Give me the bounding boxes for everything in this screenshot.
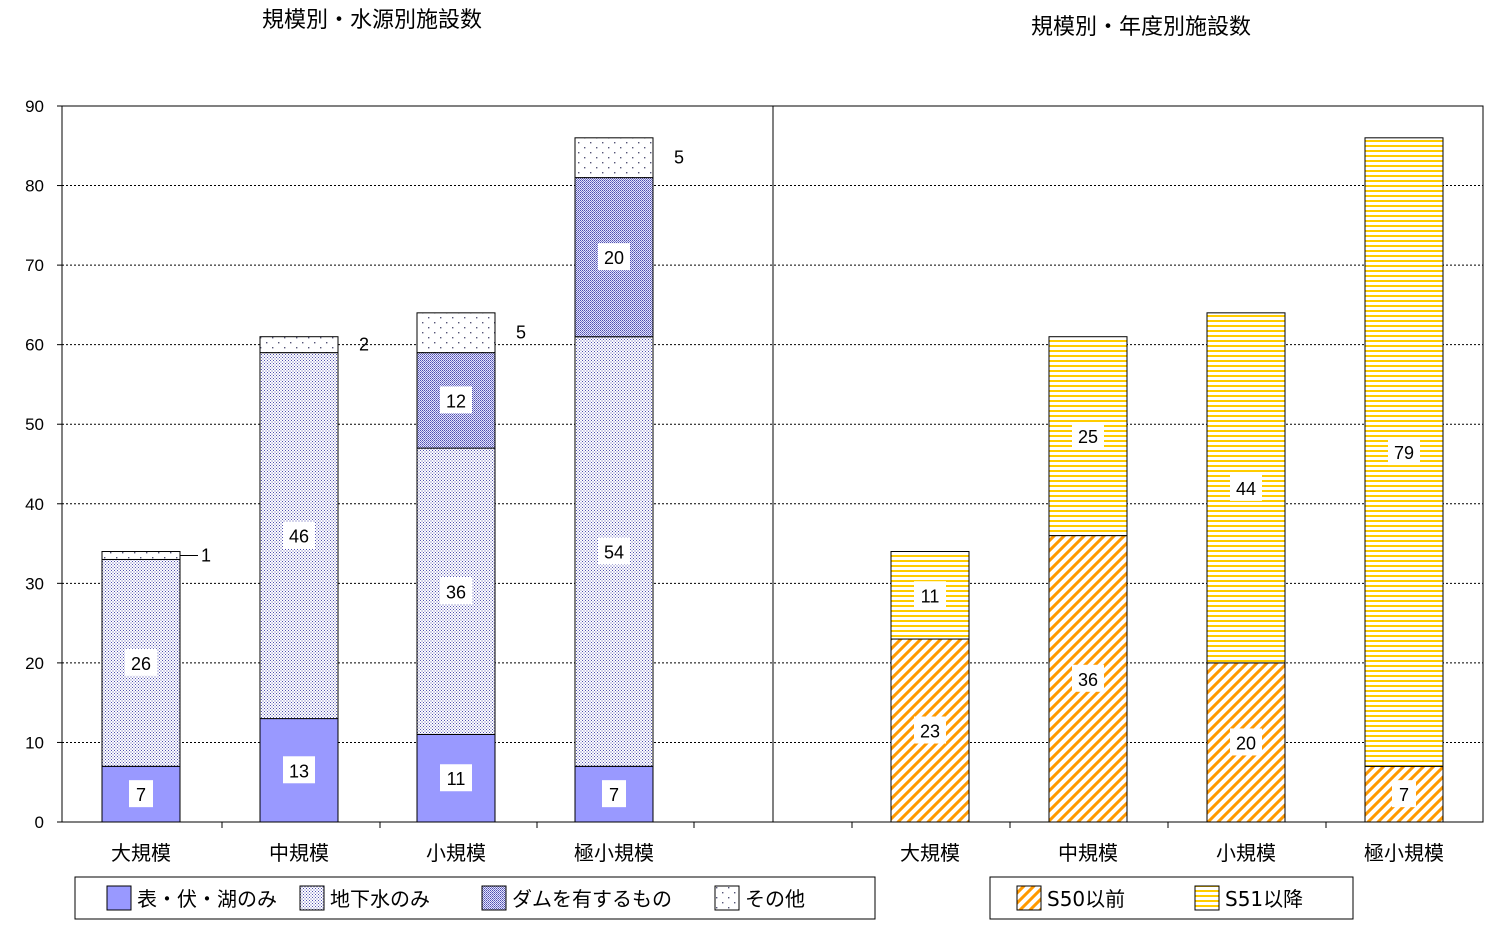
x-category-label: 大規模 bbox=[111, 841, 171, 865]
y-tick-label: 0 bbox=[35, 813, 44, 832]
x-category-label: 極小規模 bbox=[574, 841, 654, 865]
data-label: 5 bbox=[516, 323, 526, 343]
bar-segment bbox=[259, 336, 339, 354]
data-label-bg bbox=[1388, 438, 1420, 466]
data-label-bg bbox=[1392, 780, 1416, 808]
legend-left bbox=[74, 876, 876, 920]
data-label-bg bbox=[914, 716, 946, 744]
data-label: 46 bbox=[289, 527, 309, 547]
data-label: 11 bbox=[447, 769, 466, 789]
data-label: 13 bbox=[289, 761, 309, 781]
legend-swatch bbox=[1016, 885, 1042, 911]
legend-label: 表・伏・湖のみ bbox=[137, 887, 277, 911]
legend-swatch bbox=[106, 885, 132, 911]
x-category-label: 極小規模 bbox=[1364, 841, 1444, 865]
data-label: 54 bbox=[604, 543, 624, 563]
data-label: 25 bbox=[1078, 427, 1098, 447]
chart-title-right: 規模別・年度別施設数 bbox=[1031, 15, 1251, 40]
data-label: 7 bbox=[1399, 785, 1409, 805]
data-label: 44 bbox=[1236, 479, 1256, 499]
data-label-bg bbox=[598, 537, 630, 565]
y-tick-label: 40 bbox=[25, 495, 44, 514]
legend-swatch bbox=[714, 885, 740, 911]
bar-segment bbox=[416, 312, 496, 354]
y-tick-label: 60 bbox=[25, 336, 44, 355]
data-label: 2 bbox=[359, 335, 369, 355]
legend-swatch bbox=[299, 885, 325, 911]
data-label-bg bbox=[1072, 664, 1104, 692]
data-label: 7 bbox=[136, 785, 146, 805]
data-label-bg bbox=[129, 780, 153, 808]
legend-label: その他 bbox=[745, 887, 805, 911]
data-label-bg bbox=[598, 243, 630, 271]
data-label-bg bbox=[440, 764, 472, 792]
bar-segment bbox=[574, 137, 654, 179]
data-label-bg bbox=[283, 756, 315, 784]
y-tick-label: 80 bbox=[25, 177, 44, 196]
data-label-bg bbox=[914, 581, 946, 609]
legend-label: S50以前 bbox=[1047, 887, 1125, 911]
data-label-bg bbox=[440, 386, 472, 414]
data-label: 36 bbox=[446, 582, 466, 602]
y-tick-label: 30 bbox=[25, 574, 44, 593]
data-label-bg bbox=[283, 521, 315, 549]
chart-title-left: 規模別・水源別施設数 bbox=[262, 8, 482, 33]
data-label-bg bbox=[1230, 473, 1262, 501]
data-label: 26 bbox=[131, 654, 151, 674]
legend-right bbox=[989, 876, 1354, 920]
x-category-label: 中規模 bbox=[1058, 841, 1118, 865]
y-tick-label: 70 bbox=[25, 256, 44, 275]
data-label: 36 bbox=[1078, 670, 1098, 690]
x-category-label: 大規模 bbox=[900, 841, 960, 865]
data-label-bg bbox=[602, 780, 626, 808]
data-label: 7 bbox=[609, 785, 619, 805]
legend-label: ダムを有するもの bbox=[512, 887, 672, 911]
data-label: 11 bbox=[921, 586, 940, 606]
data-label: 5 bbox=[674, 148, 684, 168]
data-label-bg bbox=[1230, 728, 1262, 756]
data-label: 20 bbox=[1236, 733, 1256, 753]
x-category-label: 小規模 bbox=[1216, 841, 1276, 865]
data-label: 12 bbox=[446, 391, 466, 411]
data-label: 20 bbox=[604, 248, 624, 268]
data-label-bg bbox=[125, 648, 157, 676]
legend-label: 地下水のみ bbox=[330, 887, 430, 911]
legend-swatch bbox=[481, 885, 507, 911]
legend-label: S51以降 bbox=[1225, 887, 1303, 911]
y-tick-label: 20 bbox=[25, 654, 44, 673]
data-label-bg bbox=[1072, 422, 1104, 450]
x-category-label: 小規模 bbox=[426, 841, 486, 865]
data-label-bg bbox=[440, 577, 472, 605]
x-category-label: 中規模 bbox=[269, 841, 329, 865]
legend-swatch bbox=[1194, 885, 1220, 911]
y-tick-label: 90 bbox=[25, 97, 44, 116]
bar-segment bbox=[101, 551, 181, 560]
data-label: 1 bbox=[201, 545, 211, 565]
y-tick-label: 50 bbox=[25, 415, 44, 434]
y-tick-label: 10 bbox=[25, 733, 44, 752]
data-label: 23 bbox=[920, 722, 940, 742]
data-label: 79 bbox=[1394, 443, 1414, 463]
